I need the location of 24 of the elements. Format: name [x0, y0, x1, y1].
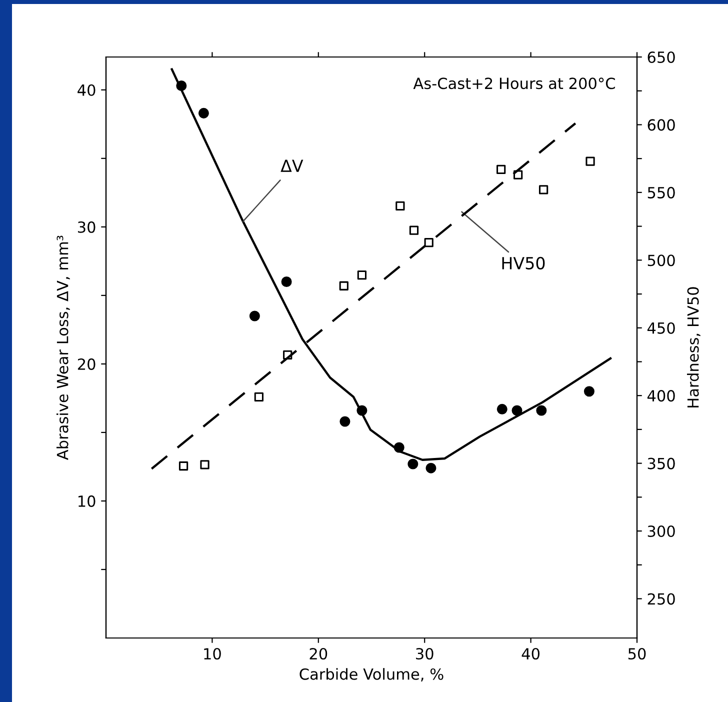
y2-axis-title: Hardness, HV50 [686, 287, 700, 408]
x-tick-label: 40 [522, 648, 540, 660]
y2-tick-label: 500 [648, 254, 675, 266]
y2-tick-label: 400 [647, 390, 675, 402]
y-tick-label: 10 [78, 495, 96, 507]
y2-tick-label: 350 [648, 458, 675, 470]
annotation: ΔV [280, 160, 304, 172]
y2-tick-label: 250 [648, 593, 675, 605]
x-tick-label: 30 [416, 648, 434, 660]
annotation: HV50 [502, 256, 545, 270]
y2-tick-label: 650 [648, 51, 675, 64]
x-axis-title: Carbide Volume, % [300, 668, 444, 682]
y2-tick-label: 300 [648, 525, 675, 538]
y2-tick-label: 550 [648, 186, 675, 198]
y-tick-label: 20 [78, 358, 96, 370]
y-tick-label: 40 [78, 84, 96, 96]
x-tick-label: 20 [310, 648, 328, 660]
y-tick-label: 30 [78, 221, 96, 233]
y2-tick-label: 600 [648, 119, 675, 131]
y-axis-title: Abrasive Wear Loss, ΔV, mm³ [56, 236, 70, 460]
x-tick-label: 50 [628, 648, 646, 660]
x-tick-label: 10 [204, 648, 221, 660]
text: As-Cast+2 Hours at 200°C [413, 78, 615, 90]
y2-tick-label: 450 [647, 322, 675, 334]
